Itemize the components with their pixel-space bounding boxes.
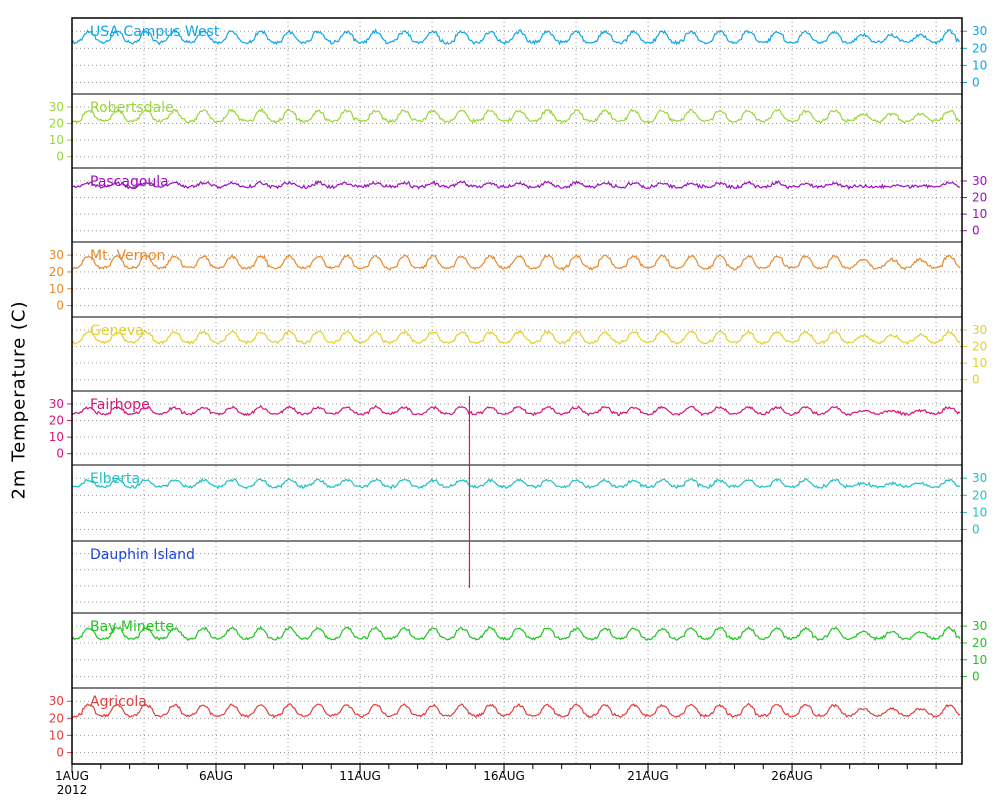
x-tick-label: 26AUG: [771, 769, 813, 783]
y-tick-label: 20: [972, 191, 987, 205]
y-tick-label: 20: [972, 488, 987, 502]
series-line: [71, 477, 961, 490]
panel-mt-vernon: 0 10 20 30 Mt. Vernon: [49, 248, 962, 318]
station-name-label: Elberta: [90, 471, 140, 487]
station-name-label: USA Campus West: [90, 24, 220, 40]
x-year-label: 2012: [57, 783, 88, 797]
x-tick-label: 16AUG: [483, 769, 525, 783]
y-tick-label: 10: [49, 728, 64, 742]
series-line: [71, 702, 961, 719]
y-tick-label: 10: [49, 282, 64, 296]
y-tick-label: 20: [972, 41, 987, 55]
series-line: [71, 180, 961, 191]
panel-geneva: 0 10 20 30 Geneva: [71, 323, 987, 392]
y-tick-label: 20: [972, 340, 987, 354]
panel-bay-minette: 0 10 20 30 Bay Minette: [71, 619, 987, 689]
series-line: [71, 28, 961, 46]
station-name-label: Geneva: [90, 323, 144, 339]
station-name-label: Dauphin Island: [90, 547, 195, 563]
y-tick-label: 10: [972, 58, 987, 72]
y-tick-label: 0: [972, 522, 980, 536]
y-tick-label: 30: [49, 100, 64, 114]
y-tick-label: 30: [49, 248, 64, 262]
y-tick-label: 0: [972, 373, 980, 387]
panel-robertsdale: 0 10 20 30 Robertsdale: [49, 100, 962, 169]
y-tick-label: 10: [49, 430, 64, 444]
y-tick-label: 0: [972, 75, 980, 89]
y-tick-label: 10: [972, 207, 987, 221]
panel-usa-campus-west: 0 10 20 30 USA Campus West: [71, 24, 987, 95]
y-tick-label: 20: [49, 711, 64, 725]
y-tick-label: 10: [972, 653, 987, 667]
station-name-label: Pascagoula: [90, 174, 169, 190]
y-tick-label: 10: [49, 133, 64, 147]
y-tick-label: 30: [49, 694, 64, 708]
y-tick-label: 0: [972, 224, 980, 238]
y-tick-label: 0: [56, 745, 64, 759]
y-tick-label: 10: [972, 505, 987, 519]
y-tick-label: 30: [972, 619, 987, 633]
x-tick-label: 1AUG: [55, 769, 89, 783]
x-tick-label: 11AUG: [339, 769, 381, 783]
x-tick-label: 6AUG: [199, 769, 233, 783]
y-tick-label: 0: [56, 150, 64, 164]
station-name-label: Robertsdale: [90, 100, 174, 116]
panel-dauphin-island: Dauphin Island: [72, 547, 962, 614]
station-name-label: Agricola: [90, 694, 147, 710]
series-line: [71, 107, 961, 125]
station-name-label: Mt. Vernon: [90, 248, 165, 264]
x-tick-label: 21AUG: [627, 769, 669, 783]
y-tick-label: 30: [972, 24, 987, 38]
panel-pascagoula: 0 10 20 30 Pascagoula: [71, 174, 987, 243]
panel-elberta: 0 10 20 30 Elberta: [71, 471, 987, 542]
y-tick-label: 0: [972, 670, 980, 684]
y-tick-label: 30: [972, 471, 987, 485]
series-line: [71, 625, 961, 642]
y-tick-label: 20: [49, 265, 64, 279]
series-line: [71, 253, 961, 272]
station-name-label: Bay Minette: [90, 619, 174, 635]
y-tick-label: 0: [56, 447, 64, 461]
station-name-label: Fairhope: [90, 397, 150, 413]
y-tick-label: 0: [56, 299, 64, 313]
panel-agricola: 0 10 20 30 Agricola: [49, 694, 962, 765]
y-tick-label: 20: [49, 117, 64, 131]
series-line: [71, 404, 961, 417]
series-line: [71, 329, 961, 345]
y-tick-label: 20: [49, 414, 64, 428]
y-tick-label: 30: [972, 323, 987, 337]
y-tick-label: 10: [972, 356, 987, 370]
panel-fairhope: 0 10 20 30 Fairhope: [49, 397, 962, 466]
plot-frame: [71, 17, 963, 765]
y-tick-label: 30: [972, 174, 987, 188]
y-tick-label: 30: [49, 397, 64, 411]
y-tick-label: 20: [972, 636, 987, 650]
